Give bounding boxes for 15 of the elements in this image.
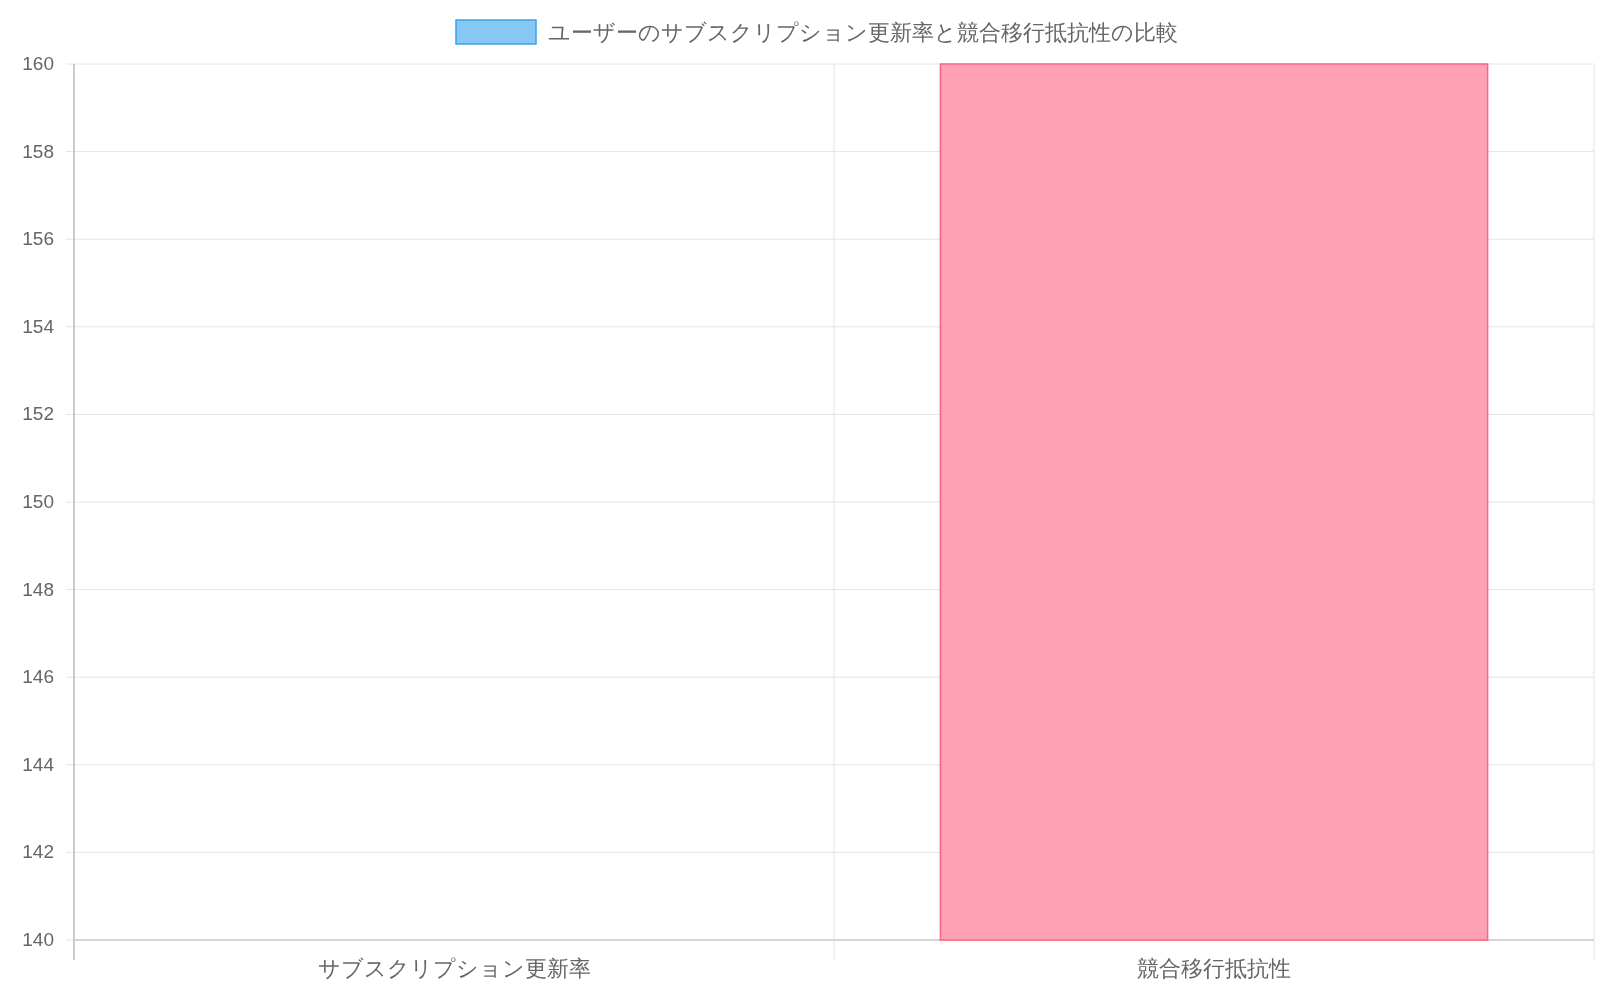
y-tick-label: 154 [22, 315, 55, 337]
x-tick-label: サブスクリプション更新率 [317, 956, 591, 981]
y-tick-label: 156 [22, 228, 54, 250]
y-tick-label: 140 [22, 929, 54, 950]
y-tick-label: 148 [22, 578, 54, 600]
series-label: ユーザーのサブスクリプション更新率と競合移行抵抗性の比較 [548, 20, 1178, 45]
y-tick-label: 144 [22, 753, 55, 775]
x-tick-label: 競合移行抵抗性 [1137, 956, 1291, 981]
y-tick-label: 160 [22, 53, 54, 74]
y-tick-label: 158 [22, 140, 54, 162]
y-tick-label: 146 [22, 666, 54, 688]
y-tick-label: 150 [22, 491, 54, 512]
y-tick-label: 142 [22, 841, 54, 863]
legend: ユーザーのサブスクリプション更新率と競合移行抵抗性の比較 [455, 19, 1178, 45]
y-tick-label: 152 [22, 403, 54, 425]
